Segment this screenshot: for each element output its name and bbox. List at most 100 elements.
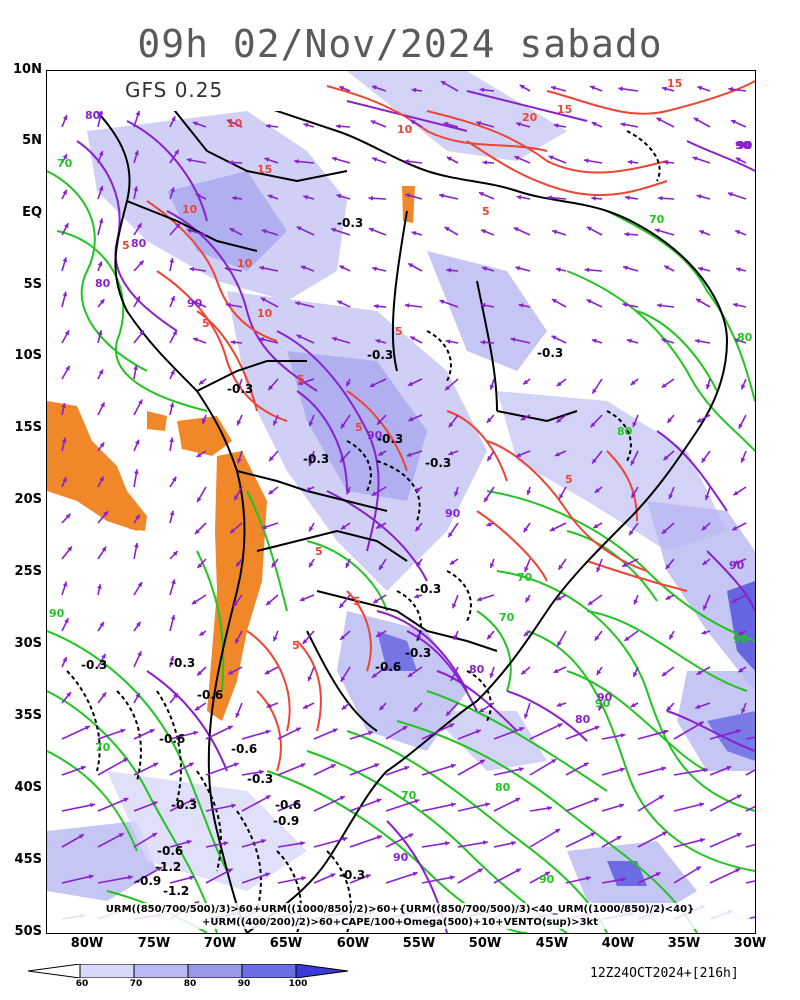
wind-vector-head [523, 631, 529, 637]
wind-vector-head [698, 266, 703, 272]
wind-vector-head [196, 452, 202, 457]
wind-vector-head [448, 450, 454, 456]
wind-vector-head [618, 86, 623, 92]
omega-label: -0.6 [275, 798, 301, 812]
wind-vector-head [588, 600, 593, 606]
wind-vector [421, 764, 456, 776]
wind-vector-head [545, 871, 550, 877]
cape-label: 10 [397, 123, 413, 136]
wind-vector-head [153, 762, 159, 768]
wind-vector-head [477, 596, 482, 602]
wind-vector-head [135, 692, 140, 698]
model-label-box [47, 71, 327, 111]
wind-vector-head [663, 455, 669, 461]
wind-vector-head [452, 603, 457, 609]
wind-vector-head [586, 299, 592, 304]
latitude-label: 45S [14, 852, 42, 867]
wind-vector-head [337, 300, 343, 305]
wind-vector-head [439, 299, 445, 305]
wind-vector-head [230, 340, 236, 345]
wind-vector-head [339, 86, 345, 91]
wind-vector-head [303, 195, 309, 200]
wind-vector-head [556, 596, 562, 601]
wind-vector-head [736, 729, 741, 734]
wind-vector-head [138, 399, 143, 405]
wind-vector-head [266, 703, 272, 708]
wind-vector-head [261, 524, 267, 530]
wind-vector-head [699, 802, 704, 807]
wind-vector-head [592, 458, 597, 464]
wind-vector-head [402, 726, 408, 731]
wind-vector-head [448, 422, 454, 428]
wind-vector [457, 868, 484, 884]
wind-vector-head [346, 381, 351, 387]
wind-vector-head [341, 704, 347, 710]
wind-vector-head [696, 670, 702, 675]
wind-vector-head [661, 338, 667, 343]
wind-vector-head [703, 767, 708, 773]
wind-vector-head [552, 229, 558, 235]
wind-vector [673, 865, 702, 884]
wind-vector-head [201, 418, 207, 424]
wind-vector-head [586, 876, 591, 881]
wind-vector-head [415, 487, 421, 492]
latitude-label: 20S [14, 492, 42, 507]
wind-vector-head [555, 267, 561, 273]
wind-vector-head [487, 455, 492, 461]
wind-vector-head [733, 560, 739, 565]
wind-vector-head [331, 156, 337, 162]
wind-vector [133, 866, 163, 884]
wind-vector-head [592, 388, 597, 394]
model-label: GFS 0.25 [125, 78, 224, 102]
wind-vector [709, 832, 742, 848]
wind-vector-head [169, 258, 174, 263]
omega-label: -0.3 [415, 582, 441, 596]
wind-vector-head [151, 833, 157, 838]
wind-vector-head [345, 562, 350, 568]
wind-vector-head [440, 81, 446, 86]
wind-vector-head [731, 119, 736, 125]
wind-vector-head [701, 525, 707, 531]
humidity-label: 90 [367, 429, 383, 442]
wind-vector-head [735, 267, 741, 272]
omega-label: -0.3 [247, 772, 273, 786]
wind-vector-head [330, 873, 336, 878]
wind-vector-head [341, 524, 346, 530]
omega-label: -0.3 [337, 216, 363, 230]
wind-vector-head [547, 195, 552, 201]
wind-vector-head [479, 707, 485, 713]
wind-vector-head [233, 762, 239, 767]
wind-vector-head [482, 160, 487, 165]
wind-vector-head [478, 192, 484, 197]
wind-vector-head [295, 727, 301, 732]
wind-vector-head [133, 365, 138, 370]
wind-vector-head [80, 765, 86, 771]
wind-vector-head [738, 667, 744, 673]
wind-vector-head [259, 265, 265, 271]
wind-vector-head [705, 384, 711, 389]
wind-vector-head [64, 223, 69, 229]
humidity-label: 70 [401, 789, 417, 802]
humidity-label: 90 [737, 139, 753, 152]
wind-vector-head [135, 296, 140, 302]
wind-vector-head [232, 195, 237, 201]
cape-label: 15 [557, 103, 572, 116]
wind-vector-head [296, 226, 302, 231]
wind-vector-head [446, 156, 452, 162]
map-canvas[interactable]: 15 10 20 15 10 15 5 10 10 5 10 5 5 5 5 5… [47, 71, 755, 933]
formula-line-2: +URM((400/200)/2)>60+CAPE/100+Omega(500)… [202, 917, 598, 928]
wind-vector-head [157, 867, 163, 872]
wind-vector-head [98, 110, 104, 115]
run-timestamp: 12Z24OCT2024+[216h] [590, 966, 739, 981]
wind-vector-head [118, 833, 124, 838]
wind-vector-head [735, 230, 741, 235]
map-frame[interactable]: 15 10 20 15 10 15 5 10 10 5 10 5 5 5 5 5… [46, 70, 756, 934]
wind-vector-head [99, 299, 105, 304]
wind-vector-head [736, 794, 742, 799]
wind-vector-head [519, 727, 525, 732]
wind-vector-head [407, 381, 413, 386]
wind-vector-head [97, 584, 102, 589]
wind-vector-head [227, 725, 233, 731]
wind-vector-head [193, 337, 198, 342]
wind-vector-head [62, 581, 68, 587]
